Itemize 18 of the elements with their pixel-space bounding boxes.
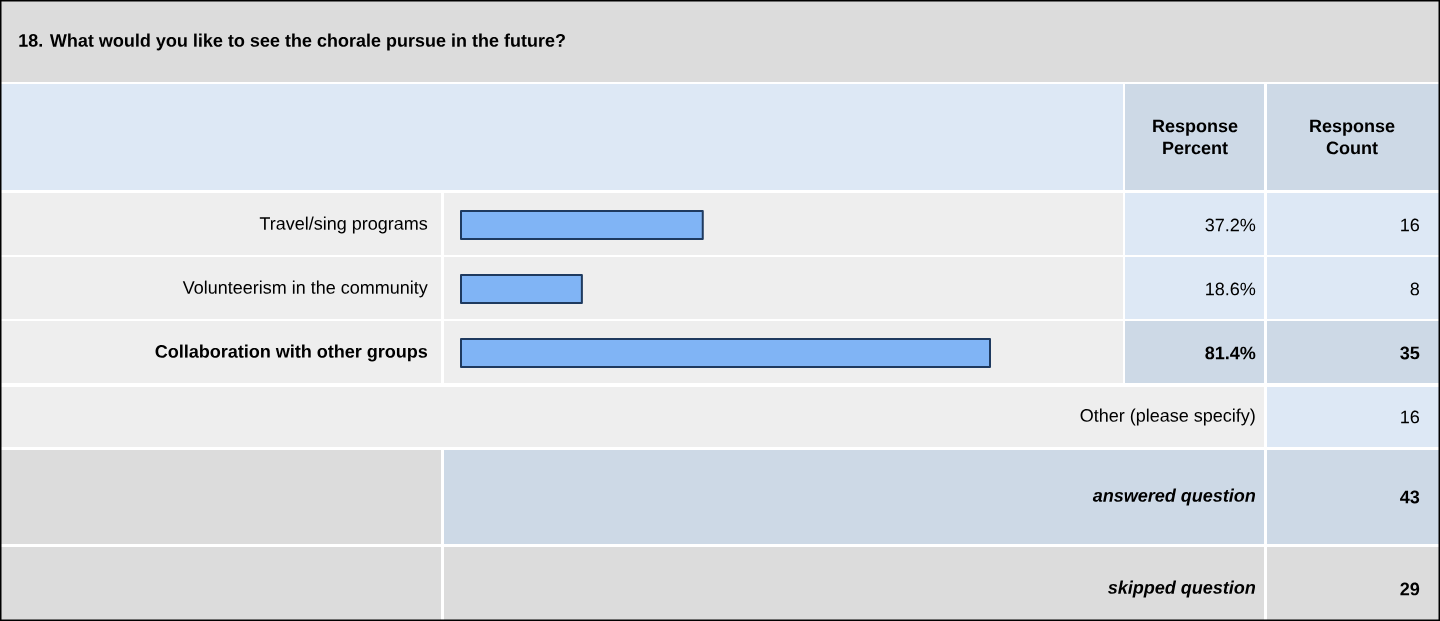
text: 29 (1400, 582, 1420, 596)
text: 8 (1410, 282, 1420, 296)
y-tick-label: Travel/sing programs (259, 216, 428, 234)
text: Response Count (1310, 119, 1395, 155)
text: answered question (1092, 488, 1256, 506)
data-label: 81.4% (1205, 346, 1256, 360)
text: 18. What would you like to see the chorale pursue in the future? (19, 33, 565, 51)
data-label: 37.2% (1205, 218, 1256, 232)
text: Response Percent (1153, 119, 1238, 155)
text: 43 (1400, 490, 1420, 504)
text: 16 (1401, 218, 1420, 232)
y-tick-label: Volunteerism in the community (182, 280, 428, 298)
text: skipped question (1108, 580, 1256, 598)
data-label: 18.6% (1206, 282, 1256, 296)
text: Other (please specify) (1080, 408, 1255, 426)
text: 35 (1400, 346, 1420, 360)
y-tick-label: Collaboration with other groups (155, 344, 428, 362)
text: 16 (1401, 410, 1420, 424)
